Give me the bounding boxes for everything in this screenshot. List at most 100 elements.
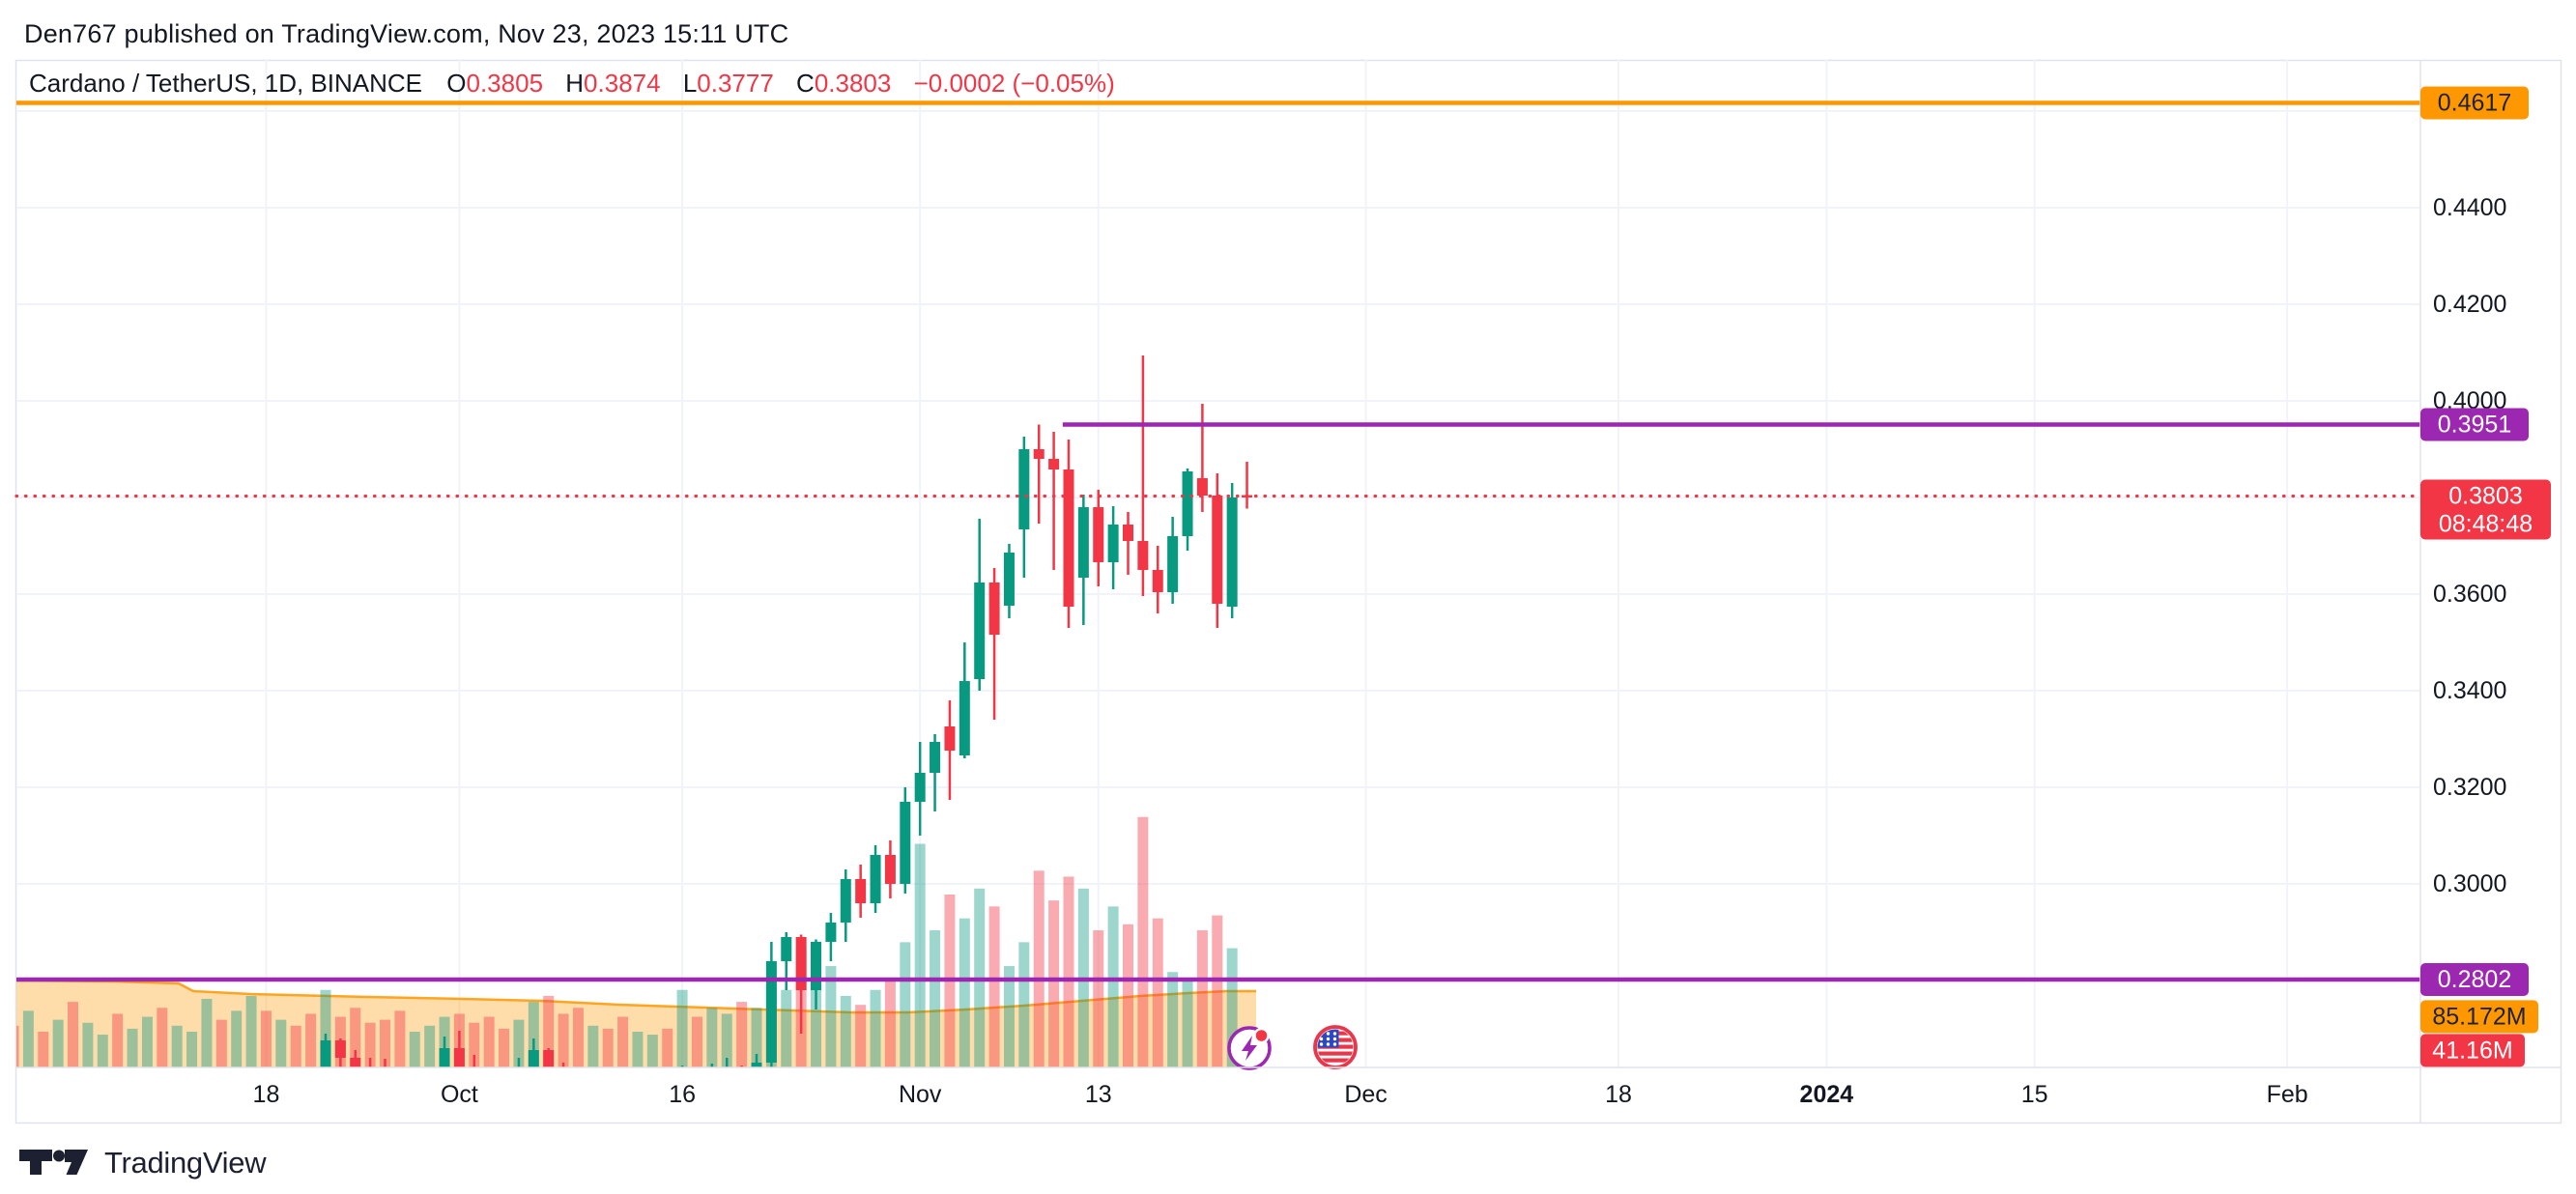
price-badge-0.2802: 0.2802 — [2420, 963, 2529, 996]
price-axis-label: 0.3000 — [2433, 870, 2506, 897]
volume-bar — [676, 989, 688, 1067]
candle-body — [1033, 449, 1045, 459]
candle-body — [1137, 541, 1149, 570]
volume-bar — [245, 995, 257, 1067]
volume-bar — [16, 1025, 19, 1067]
volume-bar — [751, 1008, 762, 1067]
price-badge-41.16M: 41.16M — [2420, 1034, 2525, 1067]
volume-ma-line — [16, 979, 1256, 1014]
time-axis-label: 13 — [1085, 1081, 1112, 1108]
volume-bar — [572, 1008, 584, 1067]
tradingview-logo[interactable]: TradingView — [19, 1146, 267, 1180]
volume-bar — [706, 1008, 718, 1067]
candle-body — [632, 1123, 643, 1136]
volume-bar — [141, 1016, 153, 1067]
volume-bar — [781, 989, 792, 1067]
price-badge-0.4617: 0.4617 — [2420, 86, 2529, 120]
candle-body — [1123, 525, 1133, 541]
volume-bar — [811, 978, 822, 1067]
volume-bar — [721, 1013, 732, 1067]
candle-body — [305, 1130, 316, 1154]
candle-body — [1152, 570, 1163, 592]
plot-area[interactable] — [9, 355, 1257, 1169]
price-axis-label: 0.4400 — [2433, 194, 2506, 221]
price-badge-85.172M: 85.172M — [2420, 1000, 2538, 1034]
volume-bar — [260, 1010, 272, 1067]
candle-body — [1212, 496, 1223, 604]
candle-body — [825, 923, 837, 942]
time-axis-label: 15 — [2021, 1081, 2048, 1108]
candle-body — [988, 583, 1000, 635]
volume-bar — [201, 999, 213, 1067]
legend-open-label: O — [446, 69, 467, 98]
tradingview-logo-icon — [19, 1150, 88, 1175]
volume-bar — [587, 1025, 599, 1067]
time-axis-label: Nov — [899, 1081, 942, 1108]
us-flag-icon[interactable] — [1313, 1025, 1358, 1069]
volume-bar — [320, 989, 331, 1067]
price-badge-0.3951: 0.3951 — [2420, 408, 2529, 441]
svg-text:41.16M: 41.16M — [2432, 1037, 2512, 1064]
volume-bar — [52, 1019, 64, 1067]
volume-bar — [82, 1022, 94, 1067]
svg-text:85.172M: 85.172M — [2432, 1003, 2526, 1030]
volume-bar — [528, 1002, 539, 1067]
volume-bar — [1033, 870, 1045, 1067]
candle-body — [944, 726, 956, 751]
candle-body — [1018, 449, 1030, 529]
time-axis-label: 2024 — [1800, 1081, 1854, 1108]
svg-text:0.3951: 0.3951 — [2438, 412, 2511, 439]
volume-bar — [97, 1035, 108, 1067]
volume-bar — [127, 1028, 138, 1067]
volume-bar — [231, 1010, 243, 1067]
symbol-legend: Cardano / TetherUS, 1D, BINANCE O0.3805 … — [29, 69, 1115, 99]
volume-bar — [1093, 930, 1104, 1067]
candle-body — [1063, 469, 1074, 607]
volume-bar — [1003, 966, 1015, 1067]
candle-body — [930, 742, 941, 773]
flash-ideas-icon[interactable] — [1227, 1026, 1272, 1070]
time-axis-label: 18 — [1605, 1081, 1632, 1108]
candle-body — [974, 583, 986, 679]
candle-body — [1077, 507, 1089, 578]
price-axis[interactable]: 0.44000.42000.40000.36000.34000.32000.30… — [2420, 86, 2551, 1067]
price-axis-label: 0.3600 — [2433, 581, 2506, 608]
candle-body — [900, 802, 911, 884]
price-axis-label: 0.3200 — [2433, 774, 2506, 801]
legend-close-value: 0.3803 — [814, 69, 892, 98]
candle-body — [884, 855, 896, 884]
legend-low-label: L — [682, 69, 698, 98]
legend-low-value: 0.3777 — [697, 69, 774, 98]
volume-bar — [1048, 900, 1060, 1067]
volume-bar — [662, 1028, 673, 1067]
chart-widget-frame — [14, 59, 2562, 1124]
tradingview-logo-text: TradingView — [104, 1146, 267, 1180]
candle-body — [840, 879, 851, 923]
legend-high-value: 0.3874 — [584, 69, 661, 98]
candle-body — [1167, 536, 1179, 592]
volume-bar — [483, 1016, 495, 1067]
volume-bar — [1123, 924, 1133, 1067]
svg-text:0.3803: 0.3803 — [2448, 483, 2522, 510]
volume-bar — [424, 1025, 436, 1067]
candle-body — [870, 855, 881, 903]
candle-body — [275, 1125, 286, 1140]
time-axis[interactable]: 18 Oct 16 Nov 13 Dec 18 2024 15 Feb — [253, 1081, 2308, 1108]
volume-bar — [855, 1005, 867, 1067]
legend-symbol: Cardano / TetherUS, 1D, BINANCE — [29, 69, 423, 98]
volume-bar — [632, 1031, 644, 1067]
volume-bar — [1137, 816, 1149, 1067]
volume-bar — [988, 906, 1000, 1067]
volume-bar — [930, 930, 941, 1067]
volume-bar — [1196, 930, 1208, 1067]
volume-bar — [275, 1019, 287, 1067]
volume-bar — [513, 1019, 525, 1067]
candle-body — [795, 937, 807, 990]
candle-body — [1093, 507, 1104, 562]
legend-high-label: H — [565, 69, 585, 98]
volume-bar — [380, 1019, 390, 1067]
volume-bar — [691, 1016, 702, 1067]
volume-bar — [38, 1031, 49, 1067]
